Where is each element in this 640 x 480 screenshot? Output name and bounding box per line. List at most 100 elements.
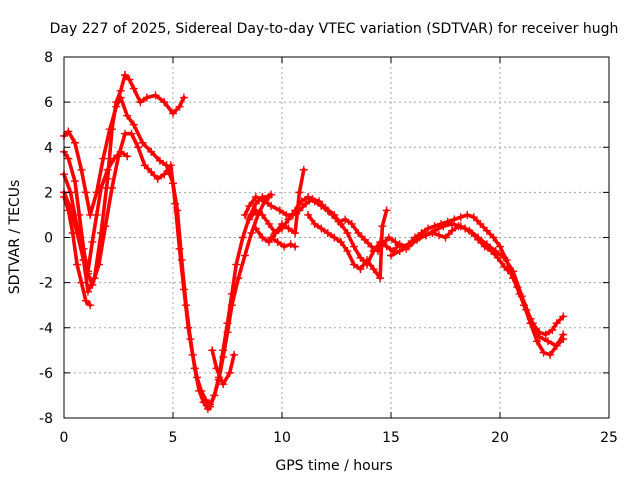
data-point — [430, 226, 439, 235]
data-point — [356, 253, 365, 262]
y-tick-label: -2 — [39, 276, 53, 292]
data-point — [134, 143, 143, 152]
data-point — [264, 238, 273, 247]
data-point — [343, 228, 352, 237]
x-tick-label: 20 — [491, 430, 509, 446]
data-point — [201, 395, 210, 404]
y-axis-label: SDTVAR / TECUs — [7, 180, 23, 295]
data-point — [286, 240, 295, 249]
data-point — [539, 348, 548, 357]
data-point — [291, 228, 300, 237]
data-point — [369, 247, 378, 256]
data-point — [210, 391, 219, 400]
data-point — [336, 238, 345, 247]
data-point — [421, 231, 430, 240]
data-point — [155, 156, 164, 165]
data-point — [105, 125, 114, 134]
data-point — [533, 337, 542, 346]
data-point — [123, 111, 132, 120]
data-point — [463, 210, 472, 219]
data-point — [267, 233, 276, 242]
data-point — [192, 373, 201, 382]
data-point — [138, 138, 147, 147]
data-point — [92, 210, 101, 219]
data-point — [448, 219, 457, 228]
data-point — [354, 228, 363, 237]
data-point — [212, 364, 221, 373]
data-point — [384, 233, 393, 242]
data-point — [543, 337, 552, 346]
data-point — [369, 265, 378, 274]
data-point — [336, 219, 345, 228]
data-point — [197, 386, 206, 395]
data-point — [509, 267, 518, 276]
data-point — [264, 192, 273, 201]
data-point — [223, 319, 232, 328]
data-point — [121, 71, 130, 80]
data-point — [77, 165, 86, 174]
data-point — [258, 210, 267, 219]
data-point — [404, 242, 413, 251]
data-point — [64, 206, 73, 215]
data-point — [441, 233, 450, 242]
data-point — [184, 323, 193, 332]
data-point — [456, 213, 465, 222]
data-point — [395, 247, 404, 256]
x-tick-label: 5 — [169, 430, 178, 446]
x-tick-label: 15 — [382, 430, 400, 446]
data-point — [387, 251, 395, 260]
data-point — [330, 210, 339, 219]
data-point — [439, 222, 448, 231]
data-point — [299, 165, 308, 174]
series-trace-2 — [123, 73, 186, 116]
data-series-group — [60, 71, 568, 413]
data-point — [68, 228, 77, 237]
data-point — [151, 91, 160, 100]
data-point — [291, 242, 300, 251]
data-point — [278, 219, 286, 228]
data-point — [517, 292, 526, 301]
data-point — [129, 84, 138, 93]
data-point — [240, 210, 249, 219]
data-point — [160, 170, 169, 179]
data-point — [434, 231, 443, 240]
data-point — [310, 219, 319, 228]
data-point — [129, 120, 138, 129]
data-point — [541, 330, 550, 339]
data-point — [238, 233, 247, 242]
data-point — [280, 242, 289, 251]
data-point — [110, 154, 119, 163]
y-tick-label: -6 — [39, 366, 53, 382]
data-point — [552, 341, 561, 350]
data-point — [77, 278, 86, 287]
data-point — [552, 319, 561, 328]
data-point — [136, 98, 145, 107]
data-point — [295, 188, 304, 197]
data-point — [142, 93, 151, 102]
data-point — [349, 260, 358, 269]
data-point — [73, 260, 82, 269]
data-point — [81, 188, 90, 197]
data-point — [391, 238, 400, 247]
data-point — [284, 215, 293, 224]
data-point — [127, 129, 136, 138]
data-point — [94, 260, 103, 269]
data-point — [395, 240, 404, 249]
data-point — [376, 274, 385, 283]
data-point — [275, 206, 284, 215]
data-point — [97, 183, 106, 192]
data-point — [112, 102, 121, 111]
data-point — [535, 332, 544, 341]
x-tick-label: 0 — [60, 430, 69, 446]
data-point — [489, 233, 498, 242]
data-point — [378, 222, 387, 231]
data-point — [83, 267, 92, 276]
data-point — [251, 224, 260, 233]
data-point — [88, 238, 97, 247]
data-point — [264, 219, 273, 228]
data-point — [273, 238, 282, 247]
data-point — [476, 219, 485, 228]
data-point — [175, 102, 184, 111]
data-point — [465, 226, 474, 235]
